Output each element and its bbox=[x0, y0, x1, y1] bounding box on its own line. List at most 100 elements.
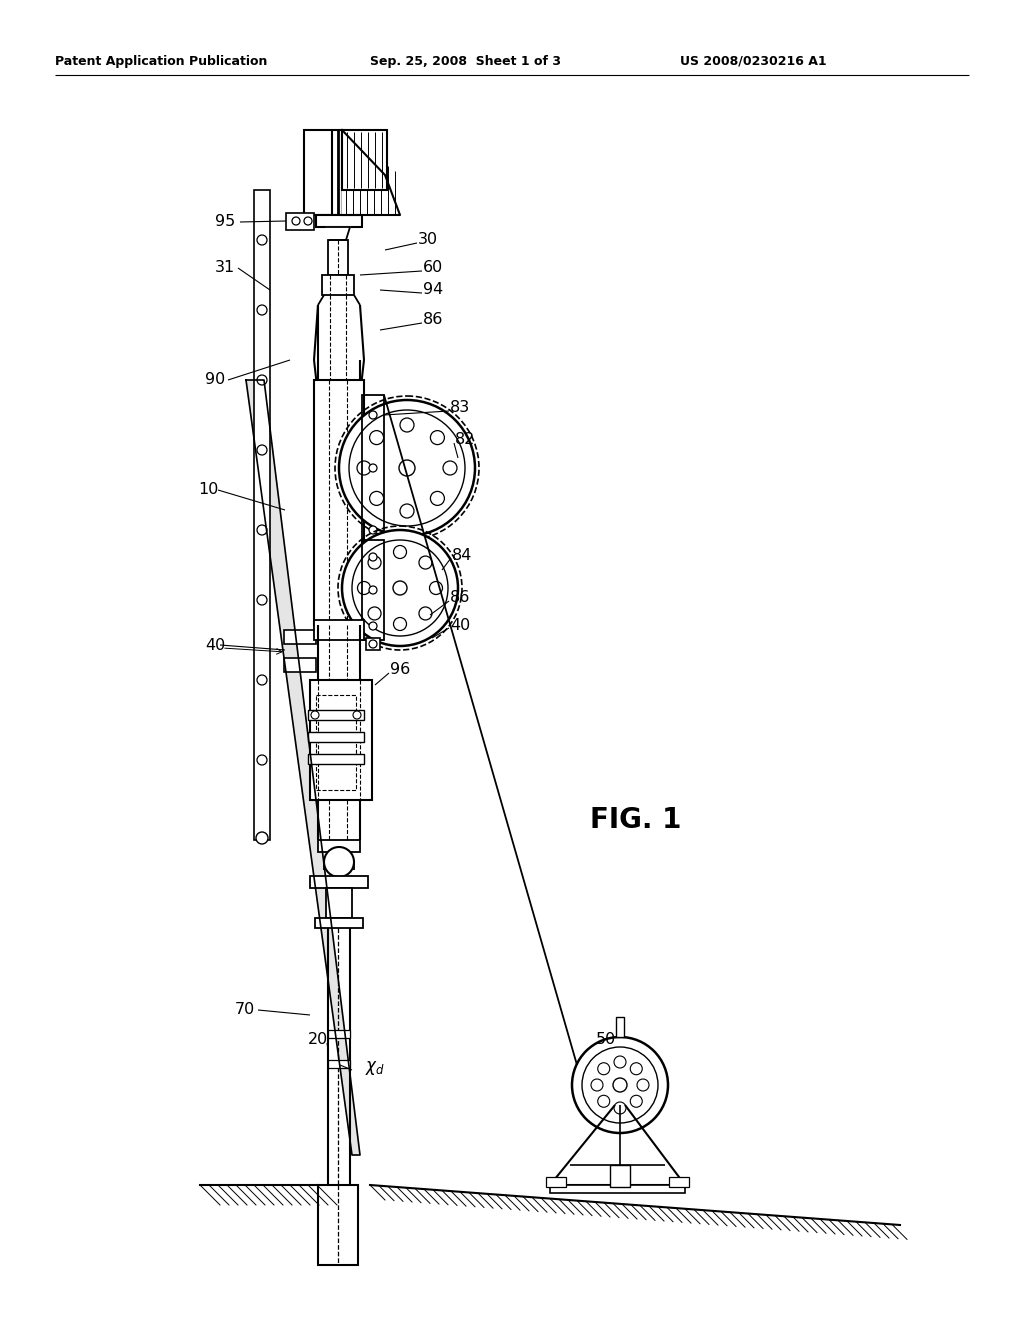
Circle shape bbox=[257, 305, 267, 315]
Bar bbox=[308, 710, 364, 719]
Bar bbox=[308, 754, 364, 764]
Circle shape bbox=[443, 461, 457, 475]
Circle shape bbox=[637, 1078, 649, 1092]
Circle shape bbox=[613, 1078, 627, 1092]
Circle shape bbox=[591, 1078, 603, 1092]
Bar bbox=[362, 395, 384, 545]
Bar bbox=[318, 1185, 358, 1265]
Bar bbox=[310, 876, 368, 888]
Bar bbox=[254, 190, 270, 840]
Bar bbox=[610, 1166, 630, 1187]
Text: 95: 95 bbox=[215, 214, 236, 230]
Text: US 2008/0230216 A1: US 2008/0230216 A1 bbox=[680, 55, 826, 69]
Text: Sep. 25, 2008  Sheet 1 of 3: Sep. 25, 2008 Sheet 1 of 3 bbox=[370, 55, 561, 69]
Bar bbox=[315, 917, 362, 928]
Text: 94: 94 bbox=[423, 282, 443, 297]
Circle shape bbox=[630, 1063, 642, 1074]
Circle shape bbox=[257, 235, 267, 246]
Circle shape bbox=[257, 675, 267, 685]
Bar bbox=[366, 638, 380, 649]
Bar bbox=[304, 129, 342, 215]
Circle shape bbox=[342, 531, 458, 645]
Bar bbox=[328, 1060, 350, 1068]
Bar bbox=[550, 1185, 685, 1193]
Circle shape bbox=[339, 400, 475, 536]
Bar bbox=[284, 657, 316, 672]
Text: 10: 10 bbox=[198, 483, 218, 498]
Circle shape bbox=[614, 1102, 626, 1114]
Text: 90: 90 bbox=[205, 372, 225, 388]
Circle shape bbox=[400, 418, 414, 432]
Bar bbox=[316, 215, 362, 227]
Circle shape bbox=[369, 622, 377, 630]
Text: 86: 86 bbox=[450, 590, 470, 606]
Circle shape bbox=[368, 556, 381, 569]
Bar bbox=[322, 275, 354, 294]
Circle shape bbox=[369, 411, 377, 418]
Text: 83: 83 bbox=[450, 400, 470, 416]
Bar bbox=[669, 1177, 689, 1187]
Text: FIG. 1: FIG. 1 bbox=[590, 807, 681, 834]
Bar bbox=[328, 1030, 350, 1038]
Bar bbox=[308, 733, 364, 742]
Circle shape bbox=[370, 430, 384, 445]
Bar bbox=[362, 540, 384, 640]
Polygon shape bbox=[246, 380, 360, 1155]
Circle shape bbox=[369, 465, 377, 473]
Text: 31: 31 bbox=[215, 260, 236, 276]
Circle shape bbox=[400, 504, 414, 517]
Text: 70: 70 bbox=[234, 1002, 255, 1018]
Circle shape bbox=[429, 582, 442, 594]
Bar bbox=[314, 620, 364, 640]
Circle shape bbox=[256, 832, 268, 843]
Circle shape bbox=[419, 556, 432, 569]
Polygon shape bbox=[370, 1185, 900, 1265]
Circle shape bbox=[419, 607, 432, 620]
Polygon shape bbox=[200, 1185, 318, 1239]
Circle shape bbox=[357, 461, 371, 475]
Circle shape bbox=[257, 445, 267, 455]
Text: 20: 20 bbox=[308, 1032, 329, 1048]
Bar bbox=[318, 840, 360, 851]
Bar bbox=[310, 680, 372, 800]
Circle shape bbox=[393, 545, 407, 558]
Bar bbox=[286, 213, 314, 230]
Circle shape bbox=[257, 375, 267, 385]
Bar bbox=[314, 380, 364, 624]
Circle shape bbox=[349, 411, 465, 525]
Text: 86: 86 bbox=[423, 313, 443, 327]
Circle shape bbox=[257, 525, 267, 535]
Text: 30: 30 bbox=[418, 232, 438, 248]
Text: 50: 50 bbox=[596, 1032, 616, 1048]
Circle shape bbox=[357, 582, 371, 594]
Circle shape bbox=[582, 1047, 658, 1123]
Circle shape bbox=[572, 1038, 668, 1133]
Text: 84: 84 bbox=[452, 548, 472, 562]
Text: $\chi_d$: $\chi_d$ bbox=[365, 1059, 385, 1077]
Bar bbox=[342, 129, 387, 190]
Circle shape bbox=[370, 491, 384, 506]
Bar bbox=[546, 1177, 566, 1187]
Bar bbox=[616, 1016, 624, 1038]
Polygon shape bbox=[326, 227, 350, 240]
Bar bbox=[326, 888, 352, 917]
Circle shape bbox=[369, 640, 377, 648]
Circle shape bbox=[598, 1063, 609, 1074]
Circle shape bbox=[393, 581, 407, 595]
Bar bbox=[328, 240, 348, 275]
Text: 40: 40 bbox=[205, 638, 225, 652]
Circle shape bbox=[257, 595, 267, 605]
Bar bbox=[284, 630, 316, 644]
Circle shape bbox=[257, 755, 267, 766]
Circle shape bbox=[393, 618, 407, 631]
Circle shape bbox=[614, 1056, 626, 1068]
Circle shape bbox=[353, 711, 361, 719]
Circle shape bbox=[630, 1096, 642, 1107]
Text: 82: 82 bbox=[455, 433, 475, 447]
Text: 40: 40 bbox=[450, 618, 470, 632]
Text: Patent Application Publication: Patent Application Publication bbox=[55, 55, 267, 69]
Circle shape bbox=[369, 586, 377, 594]
Text: 96: 96 bbox=[390, 663, 411, 677]
Circle shape bbox=[430, 491, 444, 506]
Circle shape bbox=[369, 553, 377, 561]
